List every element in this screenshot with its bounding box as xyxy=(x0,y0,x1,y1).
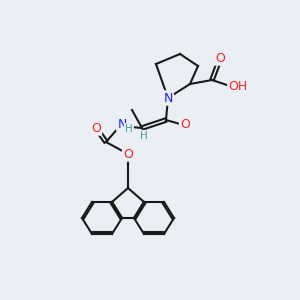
Text: N: N xyxy=(117,118,127,130)
Text: N: N xyxy=(163,92,173,104)
Text: H: H xyxy=(140,131,148,141)
Text: H: H xyxy=(125,124,133,134)
Text: O: O xyxy=(180,118,190,130)
Text: OH: OH xyxy=(228,80,248,92)
Text: O: O xyxy=(123,148,133,160)
Text: O: O xyxy=(91,122,101,134)
Text: O: O xyxy=(215,52,225,64)
